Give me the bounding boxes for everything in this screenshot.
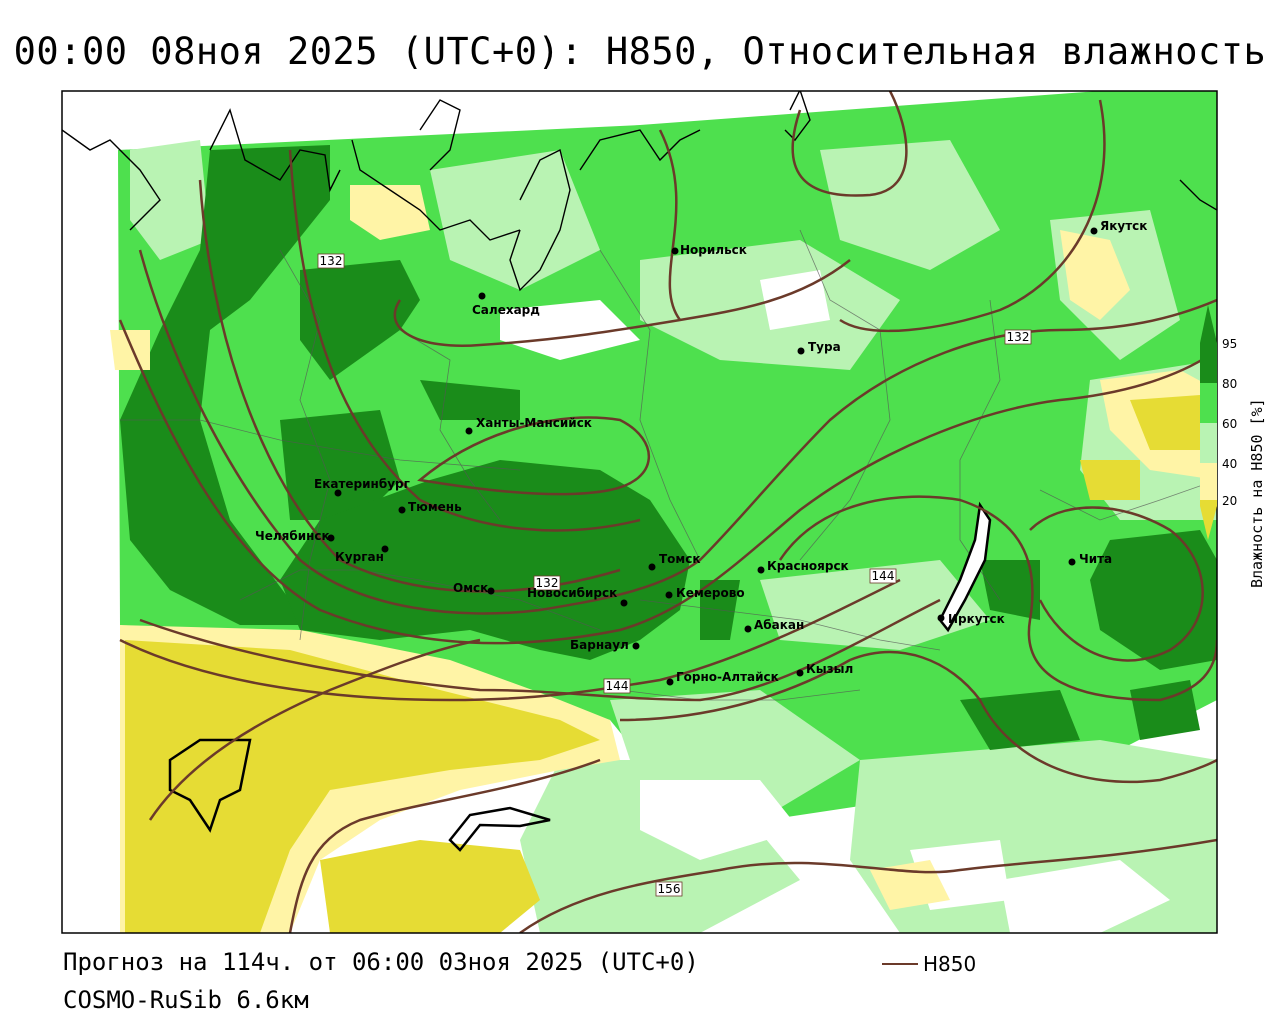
- svg-text:156: 156: [658, 882, 681, 896]
- colorbar-tick: 95: [1222, 337, 1237, 351]
- svg-text:Екатеринбург: Екатеринбург: [314, 477, 410, 491]
- city-barnaul: Барнаул: [570, 638, 640, 652]
- h850-legend-label: H850: [923, 952, 977, 976]
- aral-sea: [168, 738, 252, 833]
- model-name: COSMO-RuSib 6.6км: [63, 986, 309, 1014]
- contour-label: 132: [317, 253, 345, 269]
- city-chita: Чита: [1068, 552, 1112, 566]
- city-tura: Тура: [797, 340, 841, 355]
- colorbar-swatch-20: [1200, 500, 1217, 506]
- city-kurgan: Курган: [335, 545, 389, 564]
- map-title: 00:00 08ноя 2025 (UTC+0): H850, Относите…: [13, 30, 1267, 73]
- svg-text:Тура: Тура: [808, 340, 841, 354]
- colorbar-swatch-60: [1200, 423, 1217, 463]
- h850-legend-line: [882, 963, 918, 965]
- svg-text:132: 132: [320, 254, 343, 268]
- city-khanty-mansiysk: Ханты-Мансийск: [465, 416, 592, 435]
- contour-label: 144: [603, 678, 631, 694]
- svg-text:132: 132: [536, 576, 559, 590]
- city-tyumen: Тюмень: [398, 500, 462, 514]
- city-gorno-altaysk: Горно-Алтайск: [666, 670, 779, 686]
- svg-text:Салехард: Салехард: [472, 303, 540, 317]
- colorbar-top-triangle: [1200, 305, 1217, 343]
- colorbar-tick: 60: [1222, 417, 1237, 431]
- lake-baikal: [938, 501, 992, 633]
- svg-text:Новосибирск: Новосибирск: [527, 586, 617, 600]
- city-kemerovo: Кемерово: [665, 586, 745, 600]
- dark-green-band: [280, 460, 690, 660]
- svg-text:Горно-Алтайск: Горно-Алтайск: [676, 670, 779, 684]
- city-norilsk: Норильск: [671, 243, 747, 257]
- svg-text:Омск: Омск: [453, 581, 488, 595]
- svg-text:Норильск: Норильск: [680, 243, 747, 257]
- city-salekhard: Салехард: [472, 292, 540, 317]
- colorbar-bottom-triangle: [1200, 506, 1217, 540]
- svg-text:Красноярск: Красноярск: [767, 559, 849, 573]
- city-novosibirsk: Новосибирск: [527, 586, 628, 607]
- svg-text:Барнаул: Барнаул: [570, 638, 629, 652]
- contour-label: 156: [655, 881, 683, 897]
- city-krasnoyarsk: Красноярск: [757, 559, 849, 574]
- contour-labels: 132 132 132 144 144 156: [317, 253, 1032, 897]
- city-kyzyl: Кызыл: [796, 662, 853, 677]
- city-yekaterinburg: Екатеринбург: [314, 477, 410, 497]
- colorbar-tick: 80: [1222, 377, 1237, 391]
- svg-text:Иркутск: Иркутск: [948, 612, 1005, 626]
- forecast-info: Прогноз на 114ч. от 06:00 03ноя 2025 (UT…: [63, 948, 699, 976]
- svg-text:Томск: Томск: [659, 552, 701, 566]
- city-omsk: Омск: [453, 581, 495, 595]
- svg-text:Курган: Курган: [335, 550, 384, 564]
- dark-green-west: [120, 145, 330, 625]
- contour-label: 144: [869, 568, 897, 584]
- svg-text:Кызыл: Кызыл: [806, 662, 853, 676]
- city-abakan: Абакан: [744, 618, 804, 633]
- city-markers: Якутск Норильск Салехард Тура Ханты-Манс…: [255, 219, 1147, 686]
- svg-text:144: 144: [872, 569, 895, 583]
- city-irkutsk: Иркутск: [937, 612, 1005, 626]
- svg-text:Абакан: Абакан: [754, 618, 804, 632]
- svg-text:Челябинск: Челябинск: [255, 529, 330, 543]
- contour-label: 132: [533, 575, 561, 591]
- colorbar: 95 80 60 40 20 Влажность на H850 [%]: [1200, 305, 1266, 588]
- contour-label: 132: [1004, 329, 1032, 345]
- colorbar-swatch-95: [1200, 343, 1217, 383]
- h850-contours: [118, 91, 1217, 933]
- city-yakutsk: Якутск: [1090, 219, 1147, 235]
- city-chelyabinsk: Челябинск: [255, 529, 335, 543]
- colorbar-tick: 20: [1222, 494, 1237, 508]
- city-tomsk: Томск: [648, 552, 701, 571]
- map-frame: [61, 90, 1218, 934]
- colorbar-swatch-40: [1200, 463, 1217, 500]
- svg-text:132: 132: [1007, 330, 1030, 344]
- svg-text:Кемерово: Кемерово: [676, 586, 745, 600]
- svg-text:Якутск: Якутск: [1100, 219, 1147, 233]
- svg-text:144: 144: [606, 679, 629, 693]
- svg-text:Тюмень: Тюмень: [408, 500, 462, 514]
- colorbar-title: Влажность на H850 [%]: [1248, 398, 1266, 588]
- svg-text:Чита: Чита: [1079, 552, 1112, 566]
- colorbar-swatch-80: [1200, 383, 1217, 423]
- colorbar-tick: 40: [1222, 457, 1237, 471]
- humidity-field: [62, 91, 1217, 933]
- lake-balkhash: [448, 806, 551, 852]
- svg-text:Ханты-Мансийск: Ханты-Мансийск: [476, 416, 592, 430]
